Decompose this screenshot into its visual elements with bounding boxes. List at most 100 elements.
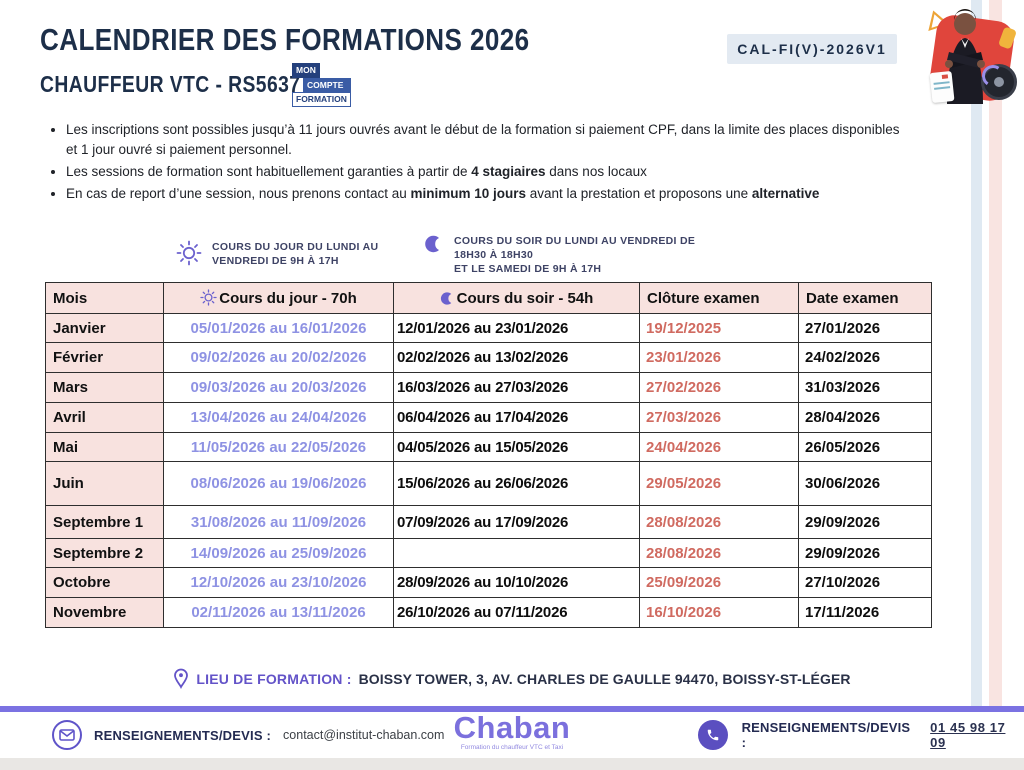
exam-date-cell: 30/06/2026 xyxy=(798,461,932,506)
note-item: Les sessions de formation sont habituell… xyxy=(66,162,912,182)
exam-date-cell: 29/09/2026 xyxy=(798,505,932,539)
day-course-cell: 05/01/2026 au 16/01/2026 xyxy=(163,313,394,343)
month-cell: Novembre xyxy=(45,597,164,628)
exam-date-cell: 26/05/2026 xyxy=(798,432,932,462)
table-header-row: Mois Cours du jour - 70h Cours du soir -… xyxy=(45,282,932,314)
decor-stripe-blue xyxy=(971,0,982,770)
day-course-cell: 11/05/2026 au 22/05/2026 xyxy=(163,432,394,462)
evening-course-cell: 16/03/2026 au 27/03/2026 xyxy=(393,372,640,403)
bottom-strip xyxy=(0,758,1024,770)
legend-night-line1: COURS DU SOIR DU LUNDI AU VENDREDI DE xyxy=(454,235,696,247)
brand-logo: Chaban Formation du chauffeur VTC et Tax… xyxy=(454,712,571,752)
exam-closing-cell: 29/05/2026 xyxy=(639,461,799,506)
legend-evening-courses: COURS DU SOIR DU LUNDI AU VENDREDI DE 18… xyxy=(424,234,695,277)
table-row: Septembre 1 31/08/2026 au 11/09/2026 07/09… xyxy=(45,505,932,539)
mcf-logo-line3: FORMATION xyxy=(292,92,351,107)
month-cell: Octobre xyxy=(45,567,164,598)
month-cell: Juin xyxy=(45,461,164,506)
exam-closing-cell: 24/04/2026 xyxy=(639,432,799,462)
training-location: LIEU DE FORMATION : BOISSY TOWER, 3, AV.… xyxy=(0,668,1024,689)
legend-day-courses: COURS DU JOUR DU LUNDI AU VENDREDI DE 9H… xyxy=(176,240,378,268)
location-label: LIEU DE FORMATION : xyxy=(196,670,352,687)
legend-day-line1: COURS DU JOUR DU LUNDI AU xyxy=(212,241,379,253)
legend-night-line3: ET LE SAMEDI DE 9H À 17H xyxy=(454,263,602,276)
phone-label: RENSEIGNEMENTS/DEVIS : xyxy=(741,720,911,750)
footer: RENSEIGNEMENTS/DEVIS : contact@institut-… xyxy=(0,712,1024,758)
formation-calendar-table: Mois Cours du jour - 70h Cours du soir -… xyxy=(45,282,932,628)
phone-icon xyxy=(698,720,728,750)
exam-closing-cell: 25/09/2026 xyxy=(639,567,799,598)
moon-icon xyxy=(440,291,451,305)
day-course-cell: 09/03/2026 au 20/03/2026 xyxy=(163,372,394,403)
month-cell: Mars xyxy=(45,372,164,403)
month-cell: Mai xyxy=(45,432,164,462)
page-title: CALENDRIER DES FORMATIONS 2026 xyxy=(40,22,530,57)
exam-date-cell: 28/04/2026 xyxy=(798,402,932,433)
exam-date-cell: 29/09/2026 xyxy=(798,538,932,568)
moon-icon xyxy=(425,235,439,253)
sun-icon xyxy=(176,240,202,266)
location-value: BOISSY TOWER, 3, AV. CHARLES DE GAULLE 9… xyxy=(358,670,851,687)
table-row: Mai 11/05/2026 au 22/05/2026 04/05/2026 au… xyxy=(45,432,932,462)
email-label: RENSEIGNEMENTS/DEVIS : xyxy=(94,727,272,743)
table-row: Février 09/02/2026 au 20/02/2026 02/02/202… xyxy=(45,342,932,373)
table-row: Octobre 12/10/2026 au 23/10/2026 28/09/202… xyxy=(45,567,932,598)
page-subtitle: CHAUFFEUR VTC - RS5637 xyxy=(40,71,301,97)
day-course-cell: 13/04/2026 au 24/04/2026 xyxy=(163,402,394,433)
day-course-cell: 02/11/2026 au 13/11/2026 xyxy=(163,597,394,628)
mcf-logo-line2: COMPTE xyxy=(303,77,351,92)
exam-closing-cell: 28/08/2026 xyxy=(639,505,799,539)
month-cell: Septembre 2 xyxy=(45,538,164,568)
day-course-cell: 14/09/2026 au 25/09/2026 xyxy=(163,538,394,568)
exam-closing-cell: 27/02/2026 xyxy=(639,372,799,403)
month-cell: Avril xyxy=(45,402,164,433)
month-cell: Janvier xyxy=(45,313,164,343)
exam-closing-cell: 23/01/2026 xyxy=(639,342,799,373)
note-item: Les inscriptions sont possibles jusqu’à … xyxy=(66,120,912,160)
mcf-logo-line1: MON xyxy=(292,63,320,78)
envelope-icon xyxy=(52,720,82,750)
evening-course-cell: 26/10/2026 au 07/11/2026 xyxy=(393,597,640,628)
footer-contact-email: RENSEIGNEMENTS/DEVIS : contact@institut-… xyxy=(52,720,444,750)
legend-day-line2: VENDREDI DE 9H À 17H xyxy=(212,255,339,268)
evening-course-cell: 28/09/2026 au 10/10/2026 xyxy=(393,567,640,598)
exam-date-cell: 24/02/2026 xyxy=(798,342,932,373)
email-link[interactable]: contact@institut-chaban.com xyxy=(283,728,445,742)
mon-compte-formation-logo: MON COMPTE FORMATION xyxy=(292,63,351,107)
evening-course-cell: 15/06/2026 au 26/06/2026 xyxy=(393,461,640,506)
exam-closing-cell: 27/03/2026 xyxy=(639,402,799,433)
evening-course-cell: 04/05/2026 au 15/05/2026 xyxy=(393,432,640,462)
instructor-silhouette xyxy=(945,9,985,104)
exam-date-cell: 27/01/2026 xyxy=(798,313,932,343)
month-cell: Septembre 1 xyxy=(45,505,164,539)
day-course-cell: 12/10/2026 au 23/10/2026 xyxy=(163,567,394,598)
steering-wheel-icon xyxy=(981,64,1017,100)
purple-divider xyxy=(0,706,1024,712)
phone-link[interactable]: 01 45 98 17 09 xyxy=(930,720,1006,750)
month-cell: Février xyxy=(45,342,164,373)
exam-closing-cell: 28/08/2026 xyxy=(639,538,799,568)
header-month: Mois xyxy=(45,282,164,314)
table-row: Avril 13/04/2026 au 24/04/2026 06/04/2026 … xyxy=(45,402,932,433)
evening-course-cell: 02/02/2026 au 13/02/2026 xyxy=(393,342,640,373)
table-row: Janvier 05/01/2026 au 16/01/2026 12/01/202… xyxy=(45,313,932,343)
exam-closing-cell: 19/12/2025 xyxy=(639,313,799,343)
instructor-photo xyxy=(903,2,1024,106)
evening-course-cell xyxy=(393,538,640,568)
document-reference-badge: CAL-FI(V)-2026V1 xyxy=(727,34,897,64)
day-course-cell: 09/02/2026 au 20/02/2026 xyxy=(163,342,394,373)
table-row: Juin 08/06/2026 au 19/06/2026 15/06/2026 a… xyxy=(45,461,932,506)
header-exam-date: Date examen xyxy=(798,282,932,314)
evening-course-cell: 06/04/2026 au 17/04/2026 xyxy=(393,402,640,433)
table-row: Septembre 2 14/09/2026 au 25/09/2026 28/08… xyxy=(45,538,932,568)
exam-date-cell: 27/10/2026 xyxy=(798,567,932,598)
header-evening-course: Cours du soir - 54h xyxy=(393,282,640,314)
map-pin-icon xyxy=(174,668,189,689)
brand-tagline: Formation du chauffeur VTC et Taxi xyxy=(460,744,564,751)
legend-night-line2: 18H30 À 18H30 xyxy=(454,249,534,262)
exam-closing-cell: 16/10/2026 xyxy=(639,597,799,628)
evening-course-cell: 07/09/2026 au 17/09/2026 xyxy=(393,505,640,539)
header-exam-closing: Clôture examen xyxy=(639,282,799,314)
table-row: Mars 09/03/2026 au 20/03/2026 16/03/2026 a… xyxy=(45,372,932,403)
